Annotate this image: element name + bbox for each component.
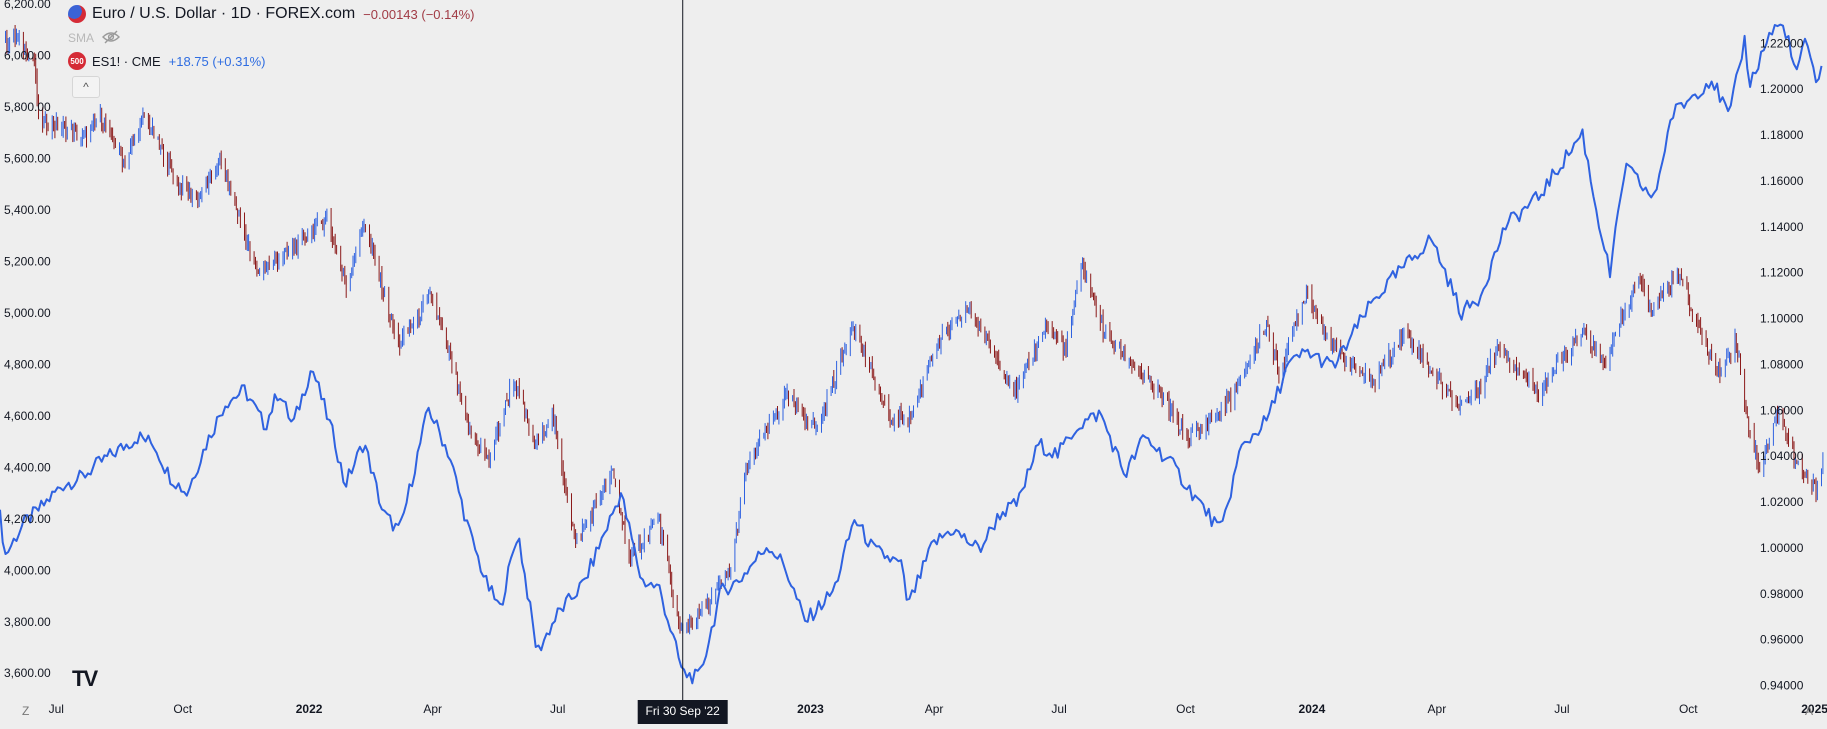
time-axis-tick-label: 2022 (296, 702, 323, 716)
time-axis-tick-label: Jul (1051, 702, 1066, 716)
right-axis-tick-label: 1.04000 (1760, 449, 1804, 463)
left-price-axis[interactable]: 3,600.00 3,800.00 4,000.00 4,200.00 4,400.00… (4, 0, 51, 680)
right-axis-tick-label: 1.06000 (1760, 403, 1804, 417)
left-axis-tick-label: 5,200.00 (4, 255, 51, 269)
right-axis-tick-label: 1.22000 (1760, 36, 1804, 50)
right-price-axis[interactable]: 0.94000 0.96000 0.98000 1.00000 1.02000 1.040… (1760, 36, 1804, 692)
main-change-value: −0.00143 (−0.14%) (363, 6, 475, 22)
time-axis-tick-label: Apr (423, 702, 442, 716)
time-axis-tick-label: 2025 (1801, 702, 1827, 716)
right-axis-tick-label: 1.00000 (1760, 541, 1804, 555)
right-axis-tick-label: 0.96000 (1760, 633, 1804, 647)
es1-series-line (0, 23, 1823, 685)
right-axis-tick-label: 1.02000 (1760, 495, 1804, 509)
second-change-value: +18.75 (+0.31%) (168, 53, 266, 69)
time-axis[interactable]: Jul Oct 2022 Apr Jul 2023 Apr Jul Oct 2024 Apr Jul O… (49, 700, 1827, 724)
left-axis-tick-label: 4,400.00 (4, 460, 51, 474)
tradingview-logo: TV (72, 666, 98, 691)
right-axis-tick-label: 1.08000 (1760, 357, 1804, 371)
collapse-legend-button[interactable]: ^ (72, 76, 100, 98)
time-axis-tick-label: Jul (550, 702, 565, 716)
time-axis-tick-label: 2023 (797, 702, 824, 716)
right-axis-tick-label: 0.98000 (1760, 587, 1804, 601)
eur-usd-flag-icon (68, 5, 86, 23)
left-axis-tick-label: 6,200.00 (4, 0, 51, 11)
time-axis-tick-label: Jul (49, 702, 64, 716)
right-axis-tick-label: 1.18000 (1760, 128, 1804, 142)
eurusd-bars (5, 25, 1824, 635)
zoom-corner-button[interactable]: Z (22, 704, 30, 718)
time-axis-tick-label: Jul (1554, 702, 1569, 716)
right-axis-tick-label: 1.14000 (1760, 220, 1804, 234)
crosshair-date-label: Fri 30 Sep '22 (646, 704, 721, 718)
main-symbol-label[interactable]: Euro / U.S. Dollar · 1D · FOREX.com (92, 5, 356, 22)
left-axis-tick-label: 3,600.00 (4, 666, 51, 680)
left-axis-tick-label: 4,800.00 (4, 357, 51, 371)
main-series-legend[interactable]: Euro / U.S. Dollar · 1D · FOREX.com −0.0… (68, 5, 474, 23)
left-axis-tick-label: 6,000.00 (4, 49, 51, 63)
left-axis-tick-label: 4,600.00 (4, 409, 51, 423)
time-axis-tick-label: Oct (1176, 702, 1195, 716)
second-series-legend[interactable]: 500 ES1! · CME +18.75 (+0.31%) (68, 52, 265, 70)
left-axis-tick-label: 5,000.00 (4, 306, 51, 320)
time-axis-tick-label: Apr (1428, 702, 1447, 716)
auto-scale-button[interactable]: A (1805, 704, 1814, 718)
right-axis-tick-label: 1.10000 (1760, 312, 1804, 326)
time-axis-tick-label: Apr (925, 702, 944, 716)
right-axis-tick-label: 1.20000 (1760, 82, 1804, 96)
time-axis-tick-label: Oct (1679, 702, 1698, 716)
es1-line (0, 23, 1823, 685)
time-axis-tick-label: Oct (173, 702, 192, 716)
hidden-eye-icon[interactable] (102, 30, 120, 44)
indicator-ghost-label: SMA (68, 31, 95, 45)
left-axis-tick-label: 4,200.00 (4, 512, 51, 526)
crosshair-date-badge (637, 700, 728, 724)
time-axis-tick-label: 2024 (1299, 702, 1326, 716)
left-axis-tick-label: 4,000.00 (4, 563, 51, 577)
right-axis-tick-label: 1.16000 (1760, 174, 1804, 188)
right-axis-tick-label: 1.12000 (1760, 266, 1804, 280)
sp500-badge-icon: 500 (68, 52, 86, 70)
right-axis-tick-label: 0.94000 (1760, 679, 1804, 693)
left-axis-tick-label: 3,800.00 (4, 615, 51, 629)
second-symbol-label[interactable]: ES1! · CME (92, 53, 161, 69)
left-axis-tick-label: 5,800.00 (4, 100, 51, 114)
left-axis-tick-label: 5,600.00 (4, 152, 51, 166)
chevron-up-icon: ^ (83, 80, 89, 94)
left-axis-tick-label: 5,400.00 (4, 203, 51, 217)
